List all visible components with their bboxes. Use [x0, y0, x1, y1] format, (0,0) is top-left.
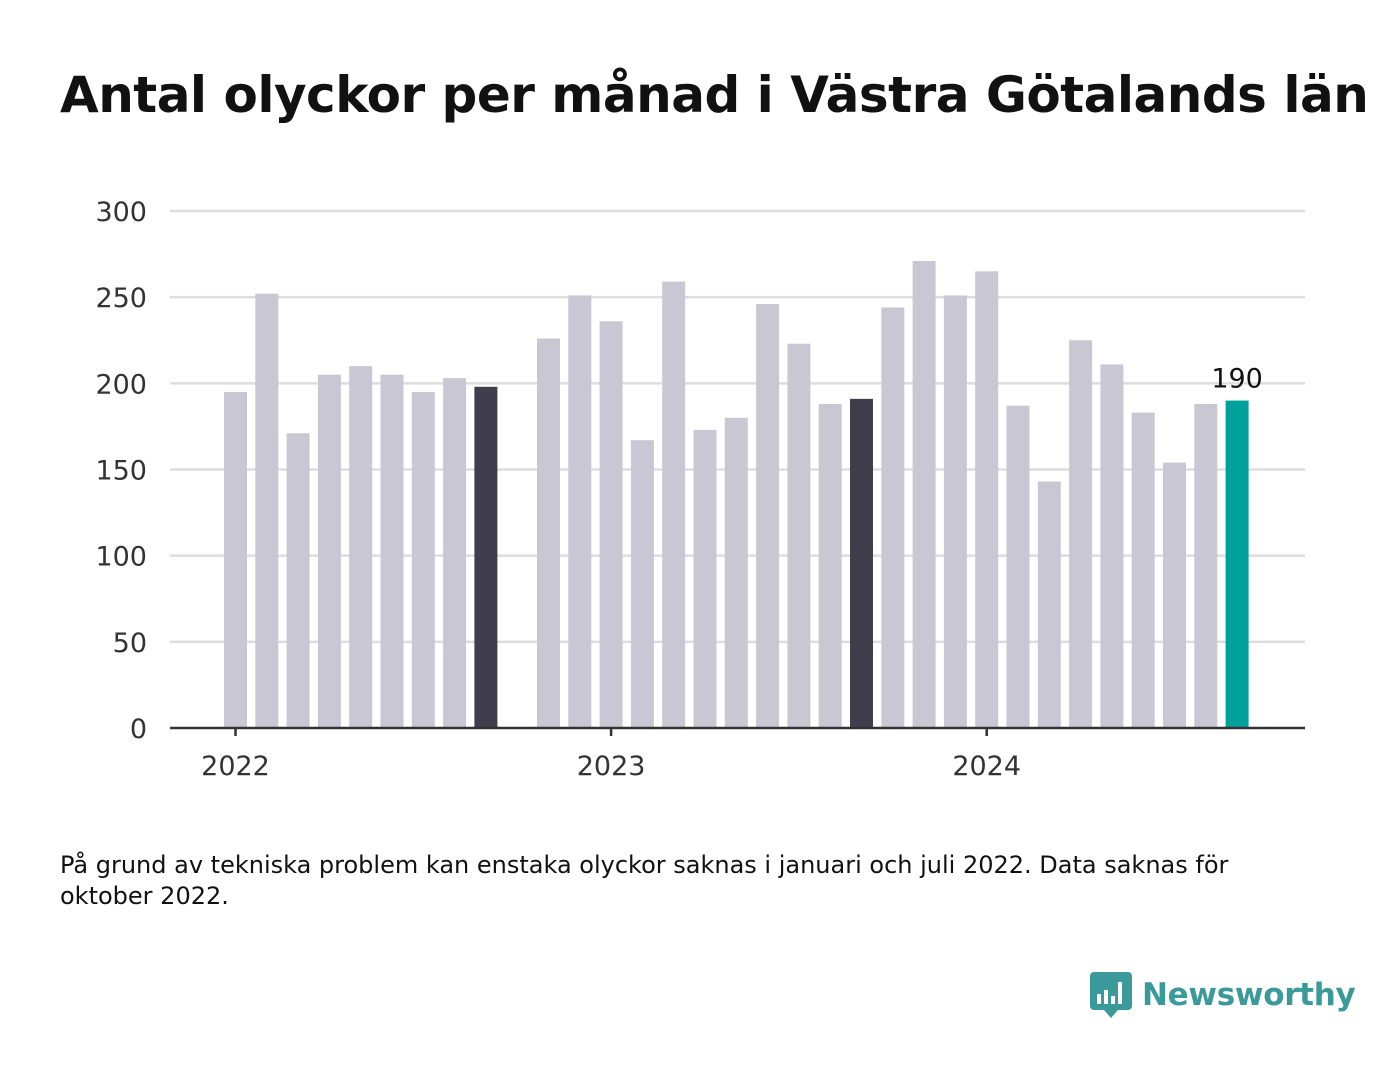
bar — [380, 374, 404, 728]
x-tick-label: 2022 — [201, 751, 270, 782]
bar — [881, 307, 905, 728]
y-tick-label: 100 — [95, 542, 147, 573]
bar — [975, 271, 999, 728]
y-axis-ticks: 0 50 100 150 200 250 300 — [95, 197, 147, 745]
bar — [1037, 481, 1061, 728]
x-axis: 2022 2023 2024 — [170, 726, 1305, 782]
bar — [912, 260, 936, 728]
bar — [1100, 364, 1124, 728]
y-tick-label: 0 — [130, 714, 147, 745]
bar — [255, 293, 279, 728]
y-tick-label: 150 — [95, 456, 147, 487]
y-tick-label: 300 — [95, 197, 147, 228]
bar — [411, 391, 435, 728]
bar — [474, 386, 498, 728]
bar — [1225, 400, 1249, 728]
data-label: 190 — [1211, 364, 1263, 395]
brand-name: Newsworthy — [1142, 977, 1356, 1013]
newsworthy-logo-icon — [1090, 972, 1132, 1018]
x-tick-label: 2024 — [952, 751, 1021, 782]
bar — [1131, 412, 1155, 728]
bars — [224, 260, 1249, 728]
bar — [1069, 340, 1093, 728]
bar — [317, 374, 341, 728]
data-labels: 190 — [1211, 364, 1263, 395]
bar — [756, 304, 780, 728]
bar — [693, 429, 717, 728]
bar — [537, 338, 560, 728]
bar — [286, 433, 310, 728]
bar — [224, 391, 247, 728]
bar — [630, 440, 654, 728]
x-tick-label: 2023 — [577, 751, 646, 782]
bar — [443, 378, 467, 728]
brand[interactable]: Newsworthy — [1090, 970, 1356, 1020]
bar — [1163, 462, 1186, 728]
bar — [850, 398, 873, 728]
bar — [724, 417, 748, 728]
bar — [349, 366, 373, 728]
bar-chart: 0 50 100 150 200 250 300 2022 2023 2024 190 — [95, 197, 1305, 782]
bar — [1194, 404, 1218, 728]
chart-title: Antal olyckor per månad i Västra Götalan… — [60, 66, 1369, 124]
bar — [1006, 405, 1030, 728]
footnote: På grund av tekniska problem kan enstaka… — [60, 851, 1229, 910]
bar — [568, 295, 592, 728]
y-tick-label: 50 — [113, 628, 147, 659]
bar — [662, 281, 686, 728]
bar — [818, 404, 842, 728]
y-tick-label: 200 — [95, 369, 147, 400]
y-tick-label: 250 — [95, 283, 147, 314]
bar — [943, 295, 967, 728]
bar — [787, 343, 811, 728]
bar — [599, 321, 623, 728]
